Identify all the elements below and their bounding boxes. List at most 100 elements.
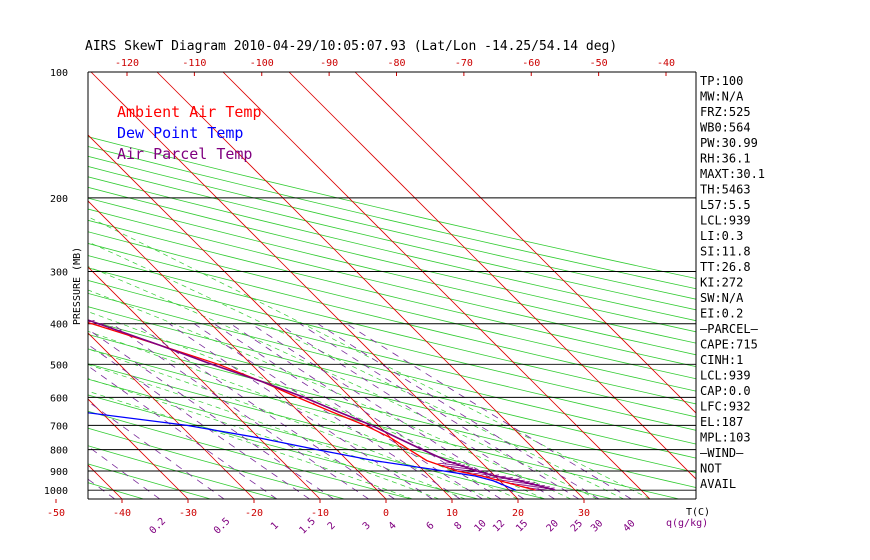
mixing-ratio-line [88,344,310,499]
stability-index-item: CINH:1 [700,353,743,367]
bottom-temp-tick-label: -20 [245,508,263,519]
legend-ambient-air-temp: Ambient Air Temp [117,103,262,121]
isotherm [88,332,255,499]
isotherm [88,398,189,499]
pressure-tick-label: 900 [50,467,68,478]
dry-adiabat [88,197,696,344]
dry-adiabat [88,255,696,405]
dry-adiabat [88,267,696,418]
stability-index-item: TP:100 [700,74,743,88]
dry-adiabat [88,319,696,474]
top-temp-tick-label: -120 [115,58,139,69]
stability-index-item: KI:272 [700,276,743,290]
isotherm [156,72,585,499]
mixing-ratio-tick-label: 25 [569,518,585,534]
dry-adiabat [88,176,696,322]
stability-index-item: EL:187 [700,415,743,429]
mixing-ratio-axis: 0.2 0.5 1 1.5 2 3 4 6 8 10 12 15 20 25 30 40 [148,516,638,537]
mixing-ratio-line [299,323,580,499]
mixing-ratio-tick-label: 0.2 [148,516,169,537]
stability-index-item: LFC:932 [700,400,751,414]
dry-adiabat [88,166,696,311]
mixing-ratio-line [168,323,433,499]
isotherm [88,266,321,499]
cape-hatch [478,472,493,476]
top-temp-tick-label: -80 [387,58,405,69]
dry-adiabat [88,348,680,499]
dry-adiabat [88,394,479,499]
moist-adiabat [88,266,598,499]
isotherm [354,72,696,414]
dry-adiabat [0,72,10,499]
mixing-ratio-tick-label: 15 [514,518,530,534]
top-temp-tick-label: -100 [250,58,274,69]
isotherm [88,134,453,499]
mixing-ratio-tick-label: 0.5 [212,516,233,537]
bottom-temp-tick-label: 10 [446,508,458,519]
mixing-ratio-line [193,323,461,499]
stability-index-item: —PARCEL— [700,322,759,336]
cape-hatch [0,293,13,295]
mixing-ratio-tick-label: 1 [269,520,281,532]
mixing-ratio-tick-label: 6 [425,520,437,532]
cape-hatch [499,478,520,482]
dry-adiabat [88,463,211,499]
stability-index-item: NOT [700,462,722,476]
mixing-ratio-tick-label: 1.5 [297,516,318,537]
legend-air-parcel-temp: Air Parcel Temp [117,145,252,163]
dry-adiabat [88,378,546,499]
top-temp-tick-label: -90 [320,58,338,69]
pressure-tick-label: 700 [50,421,68,432]
cape-hatch [0,296,25,298]
stability-index-item: MW:N/A [700,90,744,104]
isotherm [90,72,519,499]
chart-series [88,319,556,491]
dry-adiabat [88,243,696,392]
stability-index-item: MPL:103 [700,431,751,445]
dry-adiabat [88,427,345,499]
cape-hatch [11,300,35,302]
chart-title: AIRS SkewT Diagram 2010-04-29/10:05:07.9… [85,39,617,54]
y-axis-label: PRESSURE (MB) [72,247,83,325]
dry-adiabat [88,334,696,488]
bottom-temp-tick-label: -10 [311,508,329,519]
pressure-tick-label: 600 [50,393,68,404]
mixing-ratio-line [317,323,600,499]
cape-hatch [0,289,2,291]
stability-index-item: TH:5463 [700,183,751,197]
chart-legend: Ambient Air Temp Dew Point Temp Air Parc… [117,103,262,163]
dry-adiabat [88,306,696,459]
dry-adiabat [88,410,412,499]
moist-adiabat [88,216,651,499]
stability-index-item: WB0:564 [700,121,751,135]
top-temp-tick-label: -60 [522,58,540,69]
bottom-temp-tick-label: 30 [578,508,590,519]
mixing-ratio-tick-label: 4 [387,520,399,532]
mixing-ratio-tick-label: 8 [452,520,464,532]
stability-index-item: LI:0.3 [700,229,743,243]
mixing-ratio-line [346,323,632,499]
bottom-temp-tick-label: -30 [179,508,197,519]
mixing-ratio-tick-label: 10 [472,518,488,534]
top-temp-tick-label: -50 [590,58,608,69]
mixing-ratio-line [88,328,334,499]
dry-adiabat [88,146,696,290]
top-temp-tick-label: -40 [657,58,675,69]
cape-hatch [50,311,66,313]
dry-adiabat [88,155,696,300]
pressure-axis: 100 200 300 400 500 600 700 800 900 1000 [44,68,697,500]
mixing-ratio-line [88,365,278,499]
mixing-ratio-label: q(g/kg) [666,518,708,529]
mixing-ratio-line [230,323,502,499]
stability-index-item: FRZ:525 [700,105,751,119]
dry-adiabat [88,208,696,356]
parcel-hatching [0,289,555,491]
mixing-ratio-tick-label: 12 [491,518,507,534]
dry-adiabat [88,231,696,380]
stability-index-item: RH:36.1 [700,152,751,166]
mixing-ratio-line [213,323,483,499]
top-temperature-axis: -120 -110 -100 -90 -80 -70 -60 -50 -40 [115,58,675,76]
cape-hatch [37,307,56,309]
dry-adiabat [88,219,696,368]
